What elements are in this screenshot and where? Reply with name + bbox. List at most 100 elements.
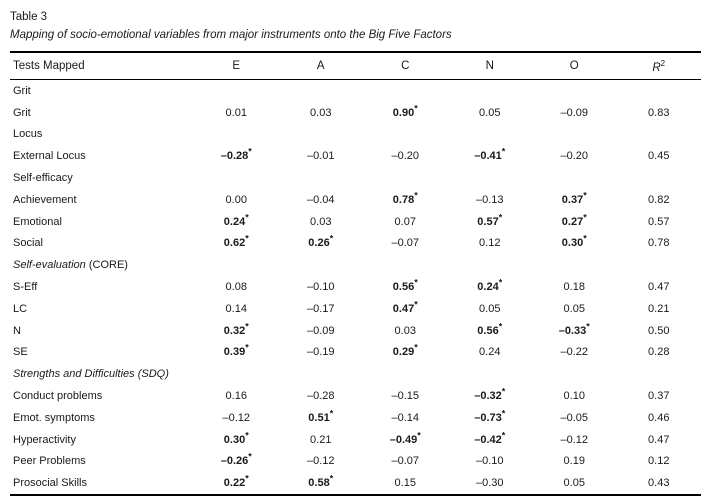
row-label: Emotional — [13, 215, 62, 228]
column-header-n: N — [447, 51, 532, 80]
table-row: LC 0.14 –0.17 0.47* 0.05 0.05 0.21 — [10, 298, 701, 320]
value-cell: –0.32* — [474, 386, 506, 403]
value-cell: –0.42* — [474, 429, 506, 446]
value-cell: –0.26* — [220, 451, 252, 468]
value-cell: 0.03 — [310, 215, 332, 228]
section-label: Strengths and Difficulties (SDQ) — [13, 368, 169, 381]
value-cell: –0.09 — [560, 106, 589, 119]
value-cell: –0.07 — [391, 237, 420, 250]
value-cell: 0.62* — [223, 233, 249, 250]
value-cell: 0.37* — [561, 190, 587, 206]
value-cell: 0.90* — [392, 103, 418, 119]
value-cell: 0.18 — [563, 281, 585, 294]
column-header-r2: R2 — [616, 51, 701, 80]
section-row: Self-evaluation (CORE) — [10, 254, 701, 276]
value-cell: –0.07 — [391, 455, 420, 468]
value-cell: –0.12 — [560, 433, 589, 446]
section-label: Self-efficacy — [13, 172, 73, 185]
table-caption: Mapping of socio-emotional variables fro… — [10, 29, 452, 41]
section-label: Self-evaluation (CORE) — [13, 259, 128, 272]
value-cell: 0.47* — [392, 299, 418, 315]
value-cell: 0.03 — [310, 106, 332, 119]
table-row: SE 0.39* –0.19 0.29* 0.24 –0.22 0.28 — [10, 342, 701, 364]
value-cell: –0.41* — [474, 146, 506, 163]
value-cell: –0.33* — [558, 321, 590, 337]
value-cell: –0.28* — [220, 146, 252, 163]
value-cell: 0.28 — [648, 346, 670, 359]
value-cell: –0.20 — [560, 150, 589, 163]
table-row: Peer Problems –0.26* –0.12 –0.07 –0.10 0.19 0.… — [10, 451, 701, 473]
table-row: S-Eff 0.08 –0.10 0.56* 0.24* 0.18 0.47 — [10, 276, 701, 298]
value-cell: 0.08 — [225, 281, 247, 294]
value-cell: 0.29* — [392, 342, 418, 359]
section-label: Grit — [13, 84, 31, 97]
value-cell: 0.19 — [563, 455, 585, 468]
section-row: Strengths and Difficulties (SDQ) — [10, 363, 701, 385]
value-cell: 0.30* — [223, 429, 249, 446]
value-cell: –0.04 — [306, 193, 335, 206]
table-row: Achievement 0.00 –0.04 0.78* –0.13 0.37* 0.82 — [10, 189, 701, 211]
row-label: S-Eff — [13, 281, 38, 294]
row-label: N — [13, 324, 21, 337]
value-cell: 0.57* — [477, 212, 503, 228]
value-cell: 0.39* — [223, 342, 249, 359]
value-cell: 0.47 — [648, 281, 670, 294]
value-cell: 0.03 — [394, 324, 416, 337]
value-cell: –0.01 — [306, 150, 335, 163]
value-cell: –0.20 — [391, 150, 420, 163]
value-cell: –0.19 — [306, 346, 335, 359]
value-cell: 0.50 — [648, 324, 670, 337]
value-cell: 0.57 — [648, 215, 670, 228]
table-row: Conduct problems 0.16 –0.28 –0.15 –0.32* 0.10… — [10, 385, 701, 407]
value-cell: 0.45 — [648, 150, 670, 163]
value-cell: 0.37 — [648, 390, 670, 403]
value-cell: 0.56* — [477, 321, 503, 337]
value-cell: 0.12 — [648, 455, 670, 468]
value-cell: 0.56* — [392, 277, 418, 294]
table-row: Emotional 0.24* 0.03 0.07 0.57* 0.27* 0.57 — [10, 211, 701, 233]
value-cell: 0.24* — [223, 212, 249, 228]
value-cell: 0.21 — [648, 302, 670, 315]
table-number: Table 3 — [10, 11, 48, 23]
value-cell: –0.49* — [389, 429, 421, 446]
value-cell: 0.05 — [479, 106, 501, 119]
value-cell: 0.05 — [563, 302, 585, 315]
value-cell: 0.46 — [648, 411, 670, 424]
table-row: N 0.32* –0.09 0.03 0.56* –0.33* 0.50 — [10, 320, 701, 342]
column-header-e: E — [194, 51, 279, 80]
value-cell: 0.12 — [479, 237, 501, 250]
table-row: External Locus –0.28* –0.01 –0.20 –0.41* –0.2… — [10, 145, 701, 167]
row-label: External Locus — [13, 150, 86, 163]
value-cell: –0.10 — [475, 455, 504, 468]
value-cell: 0.32* — [223, 321, 249, 337]
row-label: Emot. symptoms — [13, 411, 95, 424]
value-cell: 0.24* — [477, 277, 503, 294]
column-header-a: A — [278, 51, 363, 80]
row-label: Social — [13, 237, 43, 250]
value-cell: –0.22 — [560, 346, 589, 359]
value-cell: –0.09 — [306, 324, 335, 337]
value-cell: –0.28 — [306, 390, 335, 403]
value-cell: 0.51* — [308, 408, 334, 424]
table-row: Social 0.62* 0.26* –0.07 0.12 0.30* 0.78 — [10, 233, 701, 255]
value-cell: –0.15 — [391, 390, 420, 403]
value-cell: 0.24 — [479, 346, 501, 359]
value-cell: –0.12 — [222, 411, 251, 424]
table-row: Hyperactivity 0.30* 0.21 –0.49* –0.42* –0.12 0… — [10, 429, 701, 451]
table-row: Emot. symptoms –0.12 0.51* –0.14 –0.73* –0.05… — [10, 407, 701, 429]
value-cell: 0.82 — [648, 193, 670, 206]
row-label: Hyperactivity — [13, 433, 76, 446]
value-cell: –0.73* — [474, 408, 506, 424]
column-header-o: O — [532, 51, 617, 80]
section-row: Grit — [10, 80, 701, 102]
value-cell: 0.26* — [308, 233, 334, 250]
value-cell: –0.10 — [306, 281, 335, 294]
value-cell: 0.21 — [310, 433, 332, 446]
value-cell: –0.14 — [391, 411, 420, 424]
data-table: Tests Mapped E A C N O R2 Grit Grit 0.01 0.03 0.90… — [10, 51, 701, 496]
value-cell: 0.01 — [225, 106, 247, 119]
row-label: LC — [13, 302, 28, 315]
section-label: Locus — [13, 128, 43, 141]
row-label: Peer Problems — [13, 455, 86, 468]
